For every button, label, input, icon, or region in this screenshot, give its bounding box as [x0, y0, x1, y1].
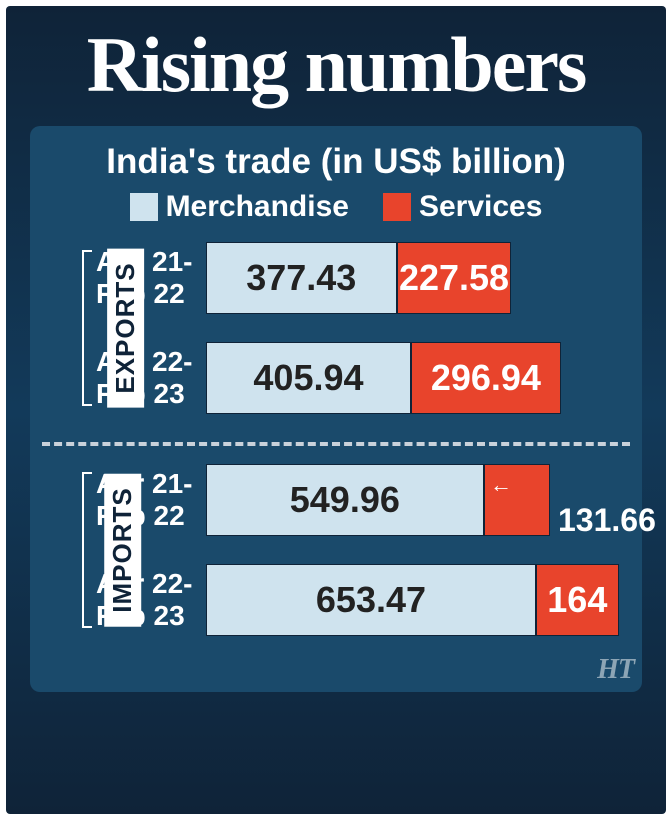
source-watermark: HT: [597, 654, 634, 686]
legend-item-services: Services: [383, 190, 542, 224]
stacked-bar: 377.43 227.58: [206, 242, 620, 314]
callout-value: 131.66: [558, 502, 656, 539]
bar-seg-merchandise: 405.94: [206, 342, 411, 414]
section-imports: IMPORTS Apr 21- Feb 22 549.96 ← 131.66 A…: [52, 464, 620, 636]
stacked-bar: 549.96 ← 131.66: [206, 464, 620, 536]
section-label-imports: IMPORTS: [104, 473, 141, 626]
legend: Merchandise Services: [52, 190, 620, 224]
swatch-merchandise: [130, 193, 158, 221]
page-title: Rising numbers: [6, 6, 666, 110]
bar-row: Apr 22- Feb 23 405.94 296.94: [96, 342, 620, 414]
bar-seg-services: 227.58: [397, 242, 512, 314]
legend-label-merchandise: Merchandise: [166, 190, 349, 224]
section-exports: EXPORTS Apr 21- Feb 22 377.43 227.58 Apr…: [52, 242, 620, 414]
swatch-services: [383, 193, 411, 221]
stacked-bar: 653.47 164: [206, 564, 620, 636]
bar-seg-services: 296.94: [411, 342, 561, 414]
bar-row: Apr 21- Feb 22 549.96 ← 131.66: [96, 464, 620, 536]
chart-panel: India's trade (in US$ billion) Merchandi…: [30, 126, 642, 692]
stacked-bar: 405.94 296.94: [206, 342, 620, 414]
legend-label-services: Services: [419, 190, 542, 224]
bar-seg-merchandise: 377.43: [206, 242, 397, 314]
chart-subtitle: India's trade (in US$ billion): [52, 142, 620, 182]
legend-item-merchandise: Merchandise: [130, 190, 349, 224]
section-divider: [42, 442, 630, 446]
bracket-icon: [82, 472, 92, 628]
bar-seg-services: 164: [536, 564, 619, 636]
bar-seg-merchandise: 653.47: [206, 564, 536, 636]
bar-row: Apr 22- Feb 23 653.47 164: [96, 564, 620, 636]
bar-seg-merchandise: 549.96: [206, 464, 484, 536]
arrow-left-icon: ←: [490, 472, 512, 498]
bar-row: Apr 21- Feb 22 377.43 227.58: [96, 242, 620, 314]
bracket-icon: [82, 250, 92, 406]
infographic-card: Rising numbers India's trade (in US$ bil…: [6, 6, 666, 814]
section-label-exports: EXPORTS: [107, 248, 144, 407]
